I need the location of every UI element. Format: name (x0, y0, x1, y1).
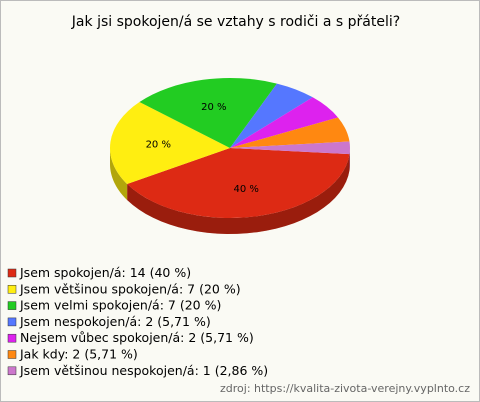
legend-swatch (7, 366, 17, 376)
legend-label: Jsem spokojen/á: 14 (40 %) (19, 265, 191, 280)
pie-slice (230, 97, 338, 148)
pie-slice-side-shade (127, 154, 350, 234)
legend-swatch (7, 268, 17, 278)
slice-label: 20 % (201, 102, 226, 113)
slice-label: 20 % (146, 139, 171, 150)
pie-slice (230, 141, 350, 155)
source: zdroj: https://kvalita-zivota-verejny.vy… (220, 382, 470, 395)
legend-label: Jsem velmi spokojen/á: 7 (20 %) (19, 298, 221, 313)
legend: Jsem spokojen/á: 14 (40 %)Jsem většinou … (7, 265, 268, 378)
pie: 40 % 20 % 20 % (109, 77, 350, 234)
legend-label: Jsem většinou spokojen/á: 7 (20 %) (19, 281, 241, 296)
legend-swatch (7, 333, 17, 343)
legend-label: Nejsem vůbec spokojen/á: 2 (5,71 %) (20, 330, 254, 345)
legend-swatch (7, 301, 17, 310)
legend-swatch (7, 350, 17, 359)
pie-slice-side-shade (110, 148, 128, 201)
pie-slice (109, 102, 230, 185)
legend-swatch (7, 285, 17, 294)
legend-label: Jsem nespokojen/á: 2 (5,71 %) (19, 314, 211, 329)
legend-label: Jsem většinou nespokojen/á: 1 (2,86 %) (19, 363, 268, 378)
legend-label: Jak kdy: 2 (5,71 %) (19, 347, 138, 362)
pie-slice-side (110, 148, 128, 201)
pie-slice-side (127, 154, 350, 234)
pie-slice (127, 148, 350, 219)
legend-swatch (7, 317, 17, 327)
pie-slice (139, 77, 277, 148)
pie-slice (230, 83, 313, 148)
chart-title: Jak jsi spokojen/á se vztahy s rodiči a … (71, 14, 400, 30)
pie-slice (230, 117, 350, 148)
slice-label: 40 % (233, 184, 258, 195)
